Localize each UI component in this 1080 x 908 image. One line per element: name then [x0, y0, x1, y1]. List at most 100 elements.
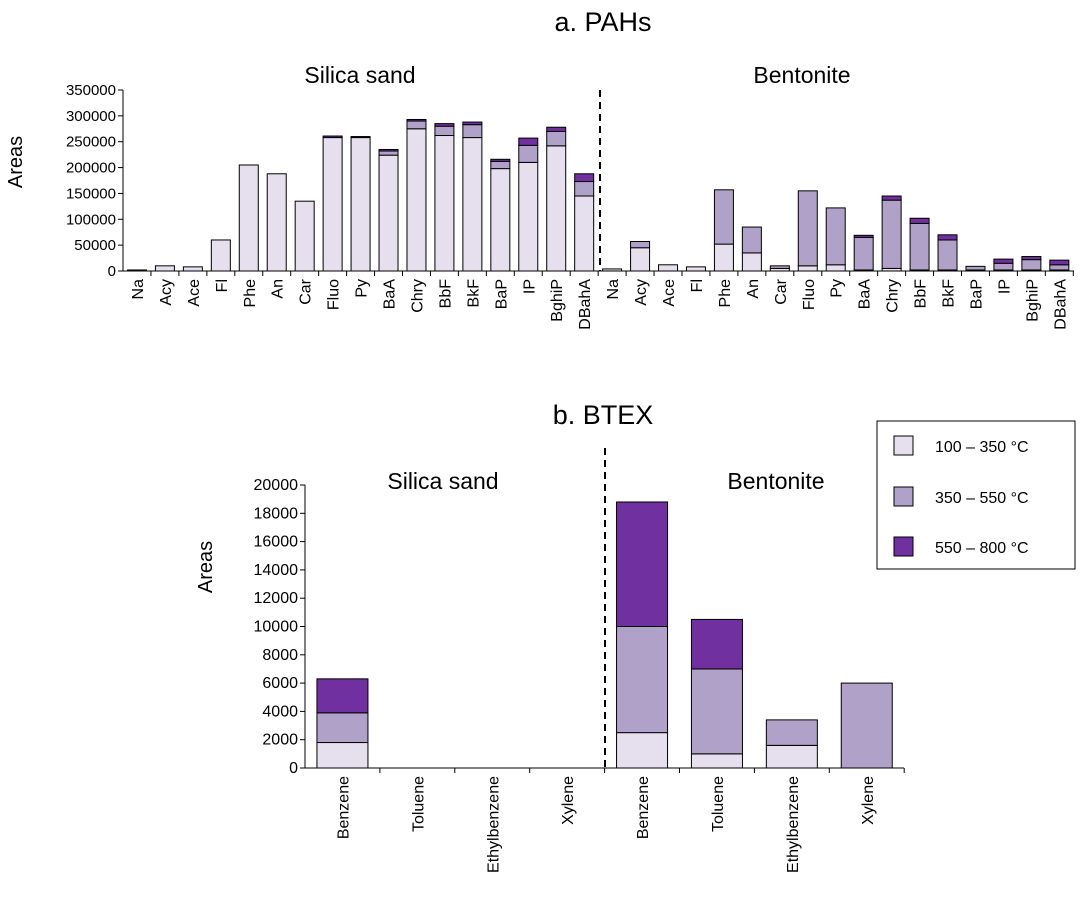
bar-bentonite-toluene-s2	[690, 618, 743, 670]
chart-title: a. PAHs	[554, 7, 651, 37]
y-tick-label: 10000	[254, 619, 299, 636]
bar-silica-sand-chry-s1	[406, 120, 427, 130]
x-tick-label: IP	[521, 279, 538, 294]
x-tick-label: Fl	[214, 279, 231, 292]
bar-bentonite-bghip-s2	[1021, 256, 1042, 261]
x-tick-label: Fluo	[326, 279, 343, 310]
y-tick-label: 20000	[254, 477, 299, 494]
group-label-bentonite: Bentonite	[727, 468, 824, 494]
bar-bentonite-phe-s0	[713, 243, 734, 272]
bar-bentonite-bbf-s2	[909, 217, 930, 224]
x-tick-label: Benzene	[335, 776, 352, 839]
bar-silica-sand-baa-s0	[378, 154, 399, 272]
x-tick-label: BghiP	[1024, 279, 1041, 322]
x-tick-label: Na	[605, 279, 622, 300]
bar-silica-sand-bghip-s1	[546, 130, 567, 147]
y-axis-label: Areas	[195, 541, 217, 593]
x-tick-label: Phe	[717, 279, 734, 308]
x-tick-label: Toluene	[710, 776, 727, 832]
y-tick-label: 0	[108, 263, 116, 280]
x-tick-label: Ethylbenzene	[485, 776, 502, 873]
bar-bentonite-an-s1	[741, 226, 762, 254]
bar-bentonite-xylene-s1	[840, 682, 893, 769]
bar-silica-sand-bap-s0	[490, 168, 511, 272]
x-tick-label: An	[745, 279, 762, 299]
bar-silica-sand-py-s0	[350, 137, 371, 272]
bar-silica-sand-dbaha-s2	[574, 173, 595, 183]
bar-bentonite-baa-s1	[853, 236, 874, 271]
bar-silica-sand-benzene-s2	[316, 678, 369, 714]
x-tick-label: Ethylbenzene	[785, 776, 802, 873]
y-axis-label: Areas	[5, 136, 27, 188]
bar-silica-sand-py-s2	[350, 136, 371, 139]
x-tick-label: BbF	[437, 279, 454, 309]
y-tick-label: 2000	[262, 732, 298, 749]
x-tick-label: Car	[773, 278, 790, 304]
bar-silica-sand-an-s0	[266, 173, 287, 272]
bar-silica-sand-bkf-s1	[462, 124, 483, 139]
y-tick-label: 250000	[66, 134, 116, 151]
chart-pahs: a. PAHs Silica sand Bentonite Areas 0 500…	[5, 7, 1074, 330]
legend: 100 – 350 °C 350 – 550 °C 550 – 800 °C	[876, 420, 1076, 570]
bar-silica-sand-dbaha-s0	[574, 195, 595, 272]
bar-silica-sand-benzene-s1	[316, 712, 369, 744]
bar-bentonite-chry-s2	[881, 195, 902, 201]
x-tick-label: Chry	[409, 279, 426, 313]
x-tick-label: DBahA	[577, 279, 594, 330]
bar-bentonite-car-s1	[769, 265, 790, 269]
bar-bentonite-bkf-s1	[937, 239, 958, 271]
legend-label-350-550: 350 – 550 °C	[935, 490, 1029, 507]
x-tick-label: Xylene	[860, 776, 877, 825]
bar-silica-sand-bkf-s0	[462, 137, 483, 272]
bar-silica-sand-car-s0	[294, 200, 315, 272]
bar-bentonite-acy-s1	[630, 241, 651, 249]
x-tick-label: BkF	[941, 279, 958, 308]
x-tick-label: Phe	[242, 279, 259, 308]
x-axis-ticks: Benzene Toluene Ethylbenzene Xylene Benzene T…	[335, 768, 905, 873]
x-tick-label: Ace	[661, 279, 678, 307]
bar-silica-sand-baa-s1	[378, 150, 399, 156]
x-tick-label: BbF	[913, 279, 930, 309]
y-tick-label: 18000	[254, 505, 299, 522]
legend-swatch-350-550	[893, 486, 914, 507]
bar-bentonite-ip-s1	[993, 262, 1014, 271]
bar-silica-sand-phe-s0	[238, 164, 259, 272]
bar-silica-sand-bbf-s2	[434, 123, 455, 127]
bar-bentonite-bghip-s1	[1021, 259, 1042, 271]
bar-bentonite-dbaha-s2	[1049, 259, 1070, 266]
bar-bentonite-bap-s1	[965, 265, 986, 271]
x-tick-label: BaA	[382, 279, 399, 310]
x-tick-label: Ace	[186, 279, 203, 307]
y-tick-label: 0	[289, 760, 298, 777]
bar-silica-sand-chry-s2	[406, 118, 427, 122]
x-tick-label: BkF	[465, 279, 482, 308]
bar-silica-sand-bghip-s0	[546, 145, 567, 272]
bar-bentonite-toluene-s0	[690, 753, 743, 769]
bar-silica-sand-bbf-s0	[434, 135, 455, 272]
legend-label-550-800: 550 – 800 °C	[935, 540, 1029, 557]
bar-bentonite-py-s1	[825, 207, 846, 266]
bar-bentonite-bbf-s1	[909, 222, 930, 271]
x-tick-label: BaP	[968, 279, 985, 309]
bar-bentonite-fluo-s0	[797, 265, 818, 272]
y-tick-label: 150000	[66, 185, 116, 202]
bar-bentonite-phe-s1	[713, 189, 734, 245]
bar-bentonite-an-s0	[741, 252, 762, 272]
bar-bentonite-ace-s0	[658, 264, 679, 272]
bars	[316, 501, 893, 769]
x-axis-ticks: Na Acy Ace Fl Phe An Car Fluo Py BaA Chry BbF BkF BaP…	[130, 271, 1074, 330]
bar-silica-sand-ip-s0	[518, 161, 539, 272]
x-tick-label: Car	[298, 278, 315, 304]
bar-silica-sand-dbaha-s1	[574, 181, 595, 197]
y-tick-label: 200000	[66, 160, 116, 177]
bar-bentonite-bkf-s2	[937, 234, 958, 241]
group-label-bentonite: Bentonite	[753, 62, 850, 88]
x-tick-label: DBahA	[1052, 279, 1069, 330]
x-tick-label: Xylene	[560, 776, 577, 825]
x-tick-label: Toluene	[410, 776, 427, 832]
x-tick-label: Fl	[689, 279, 706, 292]
x-tick-label: Acy	[158, 279, 175, 306]
bar-bentonite-benzene-s0	[616, 732, 669, 769]
bar-silica-sand-bghip-s2	[546, 126, 567, 132]
